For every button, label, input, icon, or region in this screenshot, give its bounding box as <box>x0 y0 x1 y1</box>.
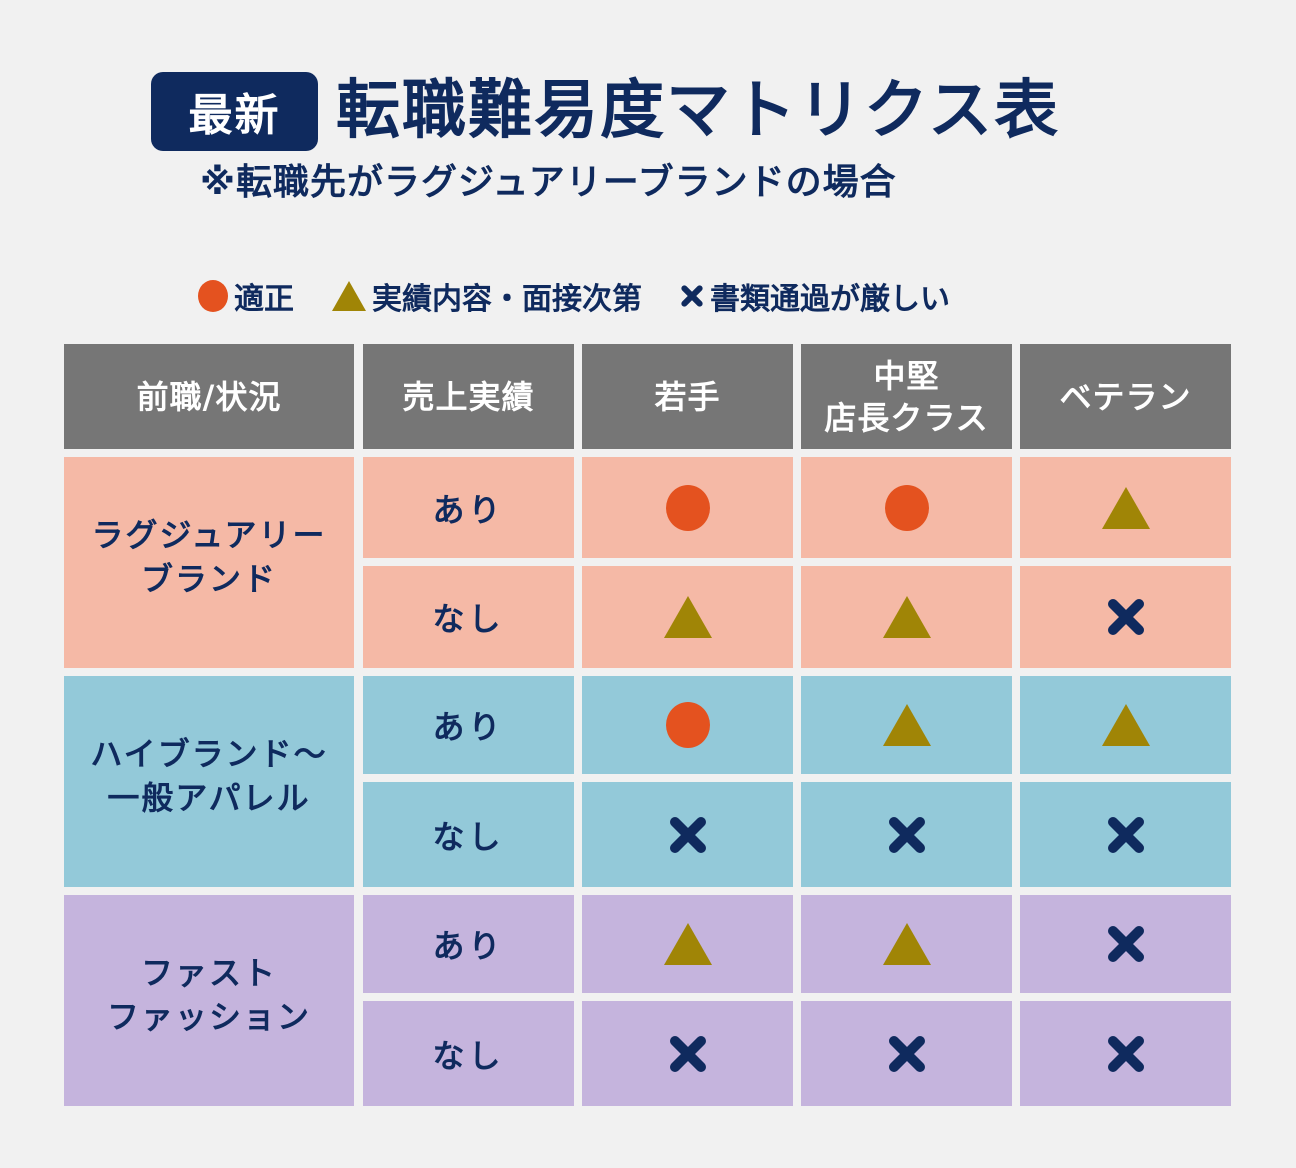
sales-label: あり <box>432 927 505 965</box>
triangle-icon <box>882 704 931 746</box>
legend-label: 適正 <box>234 282 294 317</box>
legend-item-difficult: 書類通過が厳しい <box>680 274 950 318</box>
mark-cell <box>582 457 793 558</box>
mark-cell <box>801 566 1012 668</box>
sales-no: なし <box>363 782 574 887</box>
triangle-icon <box>663 596 712 638</box>
cross-icon <box>1107 599 1144 635</box>
cross-icon <box>669 816 706 853</box>
cross-icon <box>1107 816 1144 853</box>
legend-label: 実績内容・面接次第 <box>372 282 642 317</box>
circle-icon <box>198 280 228 312</box>
sales-yes: あり <box>363 676 574 774</box>
triangle-icon <box>882 923 931 965</box>
circle-icon <box>665 484 710 531</box>
category-label: ラグジュアリー ブランド <box>91 515 327 598</box>
sales-yes: あり <box>363 895 574 993</box>
column-header-veteran: ベテラン <box>1020 344 1231 449</box>
mark-cell <box>801 895 1012 993</box>
subtitle: ※転職先がラグジュアリーブランドの場合 <box>200 162 897 203</box>
triangle-icon <box>332 281 366 311</box>
sales-label: あり <box>432 708 505 746</box>
column-header-sales-record: 売上実績 <box>363 344 574 449</box>
cross-icon <box>1107 926 1144 962</box>
sales-label: なし <box>432 1036 505 1075</box>
sales-no: なし <box>363 566 574 668</box>
triangle-icon <box>1101 486 1150 529</box>
legend-item-depends: 実績内容・面接次第 <box>332 274 642 318</box>
new-badge: 最新 <box>151 71 318 151</box>
column-header-label: 若手 <box>654 377 721 416</box>
sales-label: あり <box>432 490 505 529</box>
triangle-icon <box>882 596 931 638</box>
sales-label: なし <box>432 817 505 856</box>
circle-icon <box>665 702 710 748</box>
cross-icon <box>888 1035 925 1072</box>
mark-cell <box>582 1001 793 1106</box>
category-label: ファスト ファッション <box>106 953 311 1036</box>
column-header-label: 売上実績 <box>402 377 535 416</box>
legend: 適正 実績内容・面接次第 書類通過が厳しい <box>198 274 950 318</box>
legend-label: 書類通過が厳しい <box>710 282 950 317</box>
column-header-label: 前職/状況 <box>136 377 282 416</box>
sales-label: なし <box>432 600 505 638</box>
mark-cell <box>801 782 1012 887</box>
triangle-icon <box>663 923 712 965</box>
category-label: ハイブランド〜 一般アパレル <box>90 734 328 817</box>
mark-cell <box>1020 895 1231 993</box>
category-fast-fashion: ファスト ファッション <box>64 895 354 1106</box>
cross-icon <box>1107 1035 1144 1072</box>
mark-cell <box>582 676 793 774</box>
cross-icon <box>680 284 704 308</box>
mark-cell <box>582 895 793 993</box>
column-header-label: 中堅 店長クラス <box>824 356 989 437</box>
triangle-icon <box>1101 704 1150 746</box>
category-high-brand-apparel: ハイブランド〜 一般アパレル <box>64 676 354 887</box>
legend-item-appropriate: 適正 <box>198 274 294 318</box>
mark-cell <box>582 566 793 668</box>
category-luxury-brand: ラグジュアリー ブランド <box>64 457 354 668</box>
mark-cell <box>801 1001 1012 1106</box>
page-title: 転職難易度マトリクス表 <box>336 74 1061 148</box>
column-header-label: ベテラン <box>1059 377 1192 416</box>
mark-cell <box>582 782 793 887</box>
cross-icon <box>669 1035 706 1072</box>
mark-cell <box>1020 457 1231 558</box>
column-header-mid-manager: 中堅 店長クラス <box>801 344 1012 449</box>
mark-cell <box>1020 676 1231 774</box>
cross-icon <box>888 816 925 853</box>
mark-cell <box>1020 566 1231 668</box>
sales-no: なし <box>363 1001 574 1106</box>
sales-yes: あり <box>363 457 574 558</box>
column-header-junior: 若手 <box>582 344 793 449</box>
title-row: 最新 転職難易度マトリクス表 <box>151 71 1060 151</box>
mark-cell <box>1020 1001 1231 1106</box>
mark-cell <box>801 457 1012 558</box>
column-header-previous-job: 前職/状況 <box>64 344 354 449</box>
mark-cell <box>801 676 1012 774</box>
circle-icon <box>884 484 929 531</box>
mark-cell <box>1020 782 1231 887</box>
